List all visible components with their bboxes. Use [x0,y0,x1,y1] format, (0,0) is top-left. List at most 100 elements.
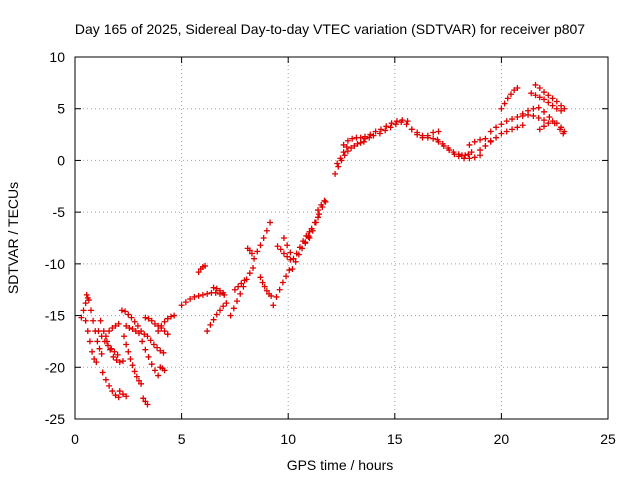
data-series [123,322,162,379]
axis-ticks: 0 5 10 15 20 25 -25 -20 -15 -10 -5 0 5 10 [45,49,616,447]
data-point [545,120,552,127]
data-series [280,235,297,262]
data-series [519,104,567,137]
data-point [351,142,358,149]
data-point [102,376,109,383]
data-point [119,358,126,365]
data-series [195,262,209,276]
data-point [549,102,556,109]
data-point [535,104,542,111]
data-point [509,126,516,133]
data-point [541,96,548,103]
data-point [530,112,537,119]
data-point [315,214,322,221]
data-point [532,92,539,99]
data-point [142,346,149,353]
data-point [471,154,478,161]
data-point [366,134,373,141]
data-point [263,287,270,294]
data-series [270,267,293,309]
data-point [213,311,220,318]
x-tick-label: 20 [494,431,510,447]
data-point [408,126,415,133]
data-point [204,290,211,297]
data-point [213,285,220,292]
data-point [388,120,395,127]
data-point [354,140,361,147]
data-series [434,136,484,162]
data-point [348,145,355,152]
data-point [541,89,548,96]
data-point [246,270,253,277]
data-series [528,90,565,114]
data-series [536,118,568,135]
data-point [541,117,548,124]
data-point [187,296,194,303]
data-point [240,283,247,290]
data-series [121,333,145,387]
data-point [280,250,287,257]
data-point [367,131,374,138]
data-point [498,130,505,137]
data-point [553,105,560,112]
data-point [296,244,303,251]
data-point [119,391,126,398]
data-point [83,291,90,298]
data-point [99,369,106,376]
data-point [129,326,136,333]
data-point [561,128,568,135]
data-point [322,198,329,205]
data-point [129,362,136,369]
data-points [78,81,568,408]
data-point [114,351,121,358]
data-point [284,242,291,249]
data-point [128,314,135,321]
data-series [315,197,328,214]
data-point [154,344,161,351]
data-point [321,197,328,204]
data-point [257,242,264,249]
data-series [210,284,227,296]
data-point [519,122,526,129]
data-point [90,317,97,324]
data-point [553,120,560,127]
data-point [144,333,151,340]
data-point [85,297,92,304]
data-point [302,240,309,247]
data-point [246,247,253,254]
data-point [270,302,277,309]
data-point [439,140,446,147]
data-point [111,348,118,355]
data-point [220,289,227,296]
data-point [536,94,543,101]
data-point [482,135,489,142]
data-point [493,134,500,141]
data-series [155,312,178,335]
data-point [109,388,116,395]
data-point [231,286,238,293]
data-point [318,201,325,208]
x-tick-label: 5 [178,431,186,447]
data-point [108,345,115,352]
data-point [403,121,410,128]
data-point [306,228,313,235]
data-point [273,293,280,300]
data-point [283,273,290,280]
data-point [370,132,377,139]
data-point [126,324,133,331]
data-point [263,227,270,234]
data-point [340,149,347,156]
data-point [257,274,264,281]
data-point [98,350,105,357]
data-point [292,258,299,265]
data-point [514,85,521,92]
data-point [558,107,565,114]
data-point [392,121,399,128]
data-point [260,235,267,241]
data-point [122,308,129,315]
data-series [455,149,475,159]
data-point [84,328,91,335]
data-point [279,279,286,286]
data-point [541,108,548,115]
